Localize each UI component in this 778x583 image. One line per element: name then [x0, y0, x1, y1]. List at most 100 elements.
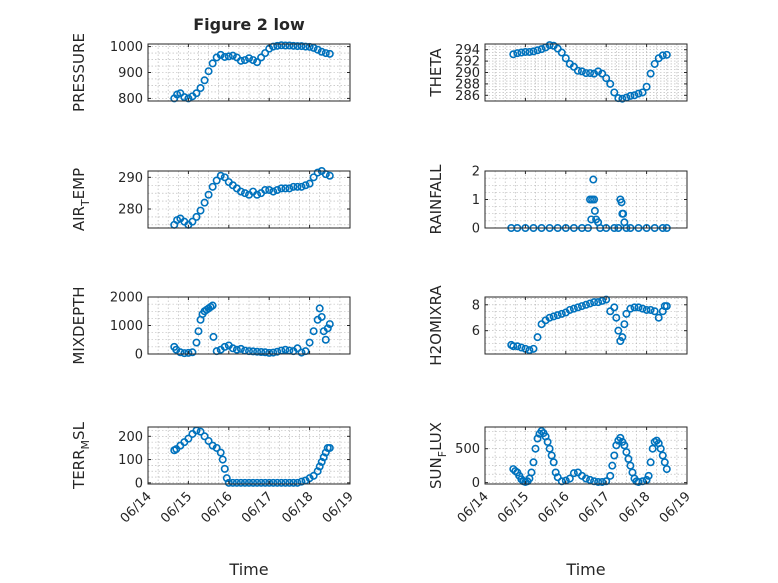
data-point: [590, 69, 599, 78]
data-point: [277, 184, 286, 193]
data-point: [648, 444, 657, 453]
data-point: [293, 182, 302, 191]
data-point: [216, 50, 225, 59]
data-point: [273, 186, 282, 195]
data-point: [553, 44, 562, 53]
data-point: [618, 333, 627, 342]
data-point: [662, 302, 671, 311]
data-point: [273, 478, 282, 487]
data-point: [208, 182, 217, 191]
data-point: [285, 478, 294, 487]
data-point: [200, 198, 209, 207]
data-point: [315, 462, 324, 471]
x-tick-label: 06/14: [455, 489, 492, 526]
data-point: [626, 461, 635, 470]
data-point: [289, 478, 298, 487]
data-point: [285, 184, 294, 193]
data-point: [325, 49, 334, 58]
subplot-8: 0 500 06/14 06/15 06/16 06/17 06/18 06/19 SUNFLU…: [427, 422, 694, 526]
data-point: [232, 478, 241, 487]
data-point: [232, 345, 241, 354]
data-point: [222, 474, 231, 483]
data-point: [610, 451, 619, 460]
data-point: [265, 478, 274, 487]
data-point: [662, 50, 671, 59]
y-tick-label: 1000: [110, 319, 143, 334]
data-point: [650, 307, 659, 316]
data-point: [630, 303, 639, 312]
data-point: [619, 209, 628, 218]
data-point: [317, 312, 326, 321]
data-point: [184, 94, 193, 103]
y-tick-label: 0: [472, 222, 480, 237]
y-tick-label: 200: [118, 430, 143, 445]
data-point: [646, 305, 655, 314]
data-point: [587, 215, 596, 224]
data-point: [521, 47, 530, 56]
data-point: [192, 89, 201, 98]
data-point: [517, 343, 526, 352]
data-point: [620, 441, 629, 450]
y-tick-label: 8: [472, 298, 480, 313]
data-point: [577, 67, 586, 76]
figure-title: Figure 2 low: [193, 15, 305, 34]
data-point: [325, 443, 334, 452]
data-point: [228, 478, 237, 487]
y-tick-label: 2: [472, 165, 480, 180]
data-point: [208, 301, 217, 310]
data-point: [305, 338, 314, 347]
data-point: [228, 344, 237, 353]
data-point: [216, 171, 225, 180]
data-point: [590, 206, 599, 215]
x-axis-label-right: Time: [565, 560, 605, 579]
y-tick-label: 0: [135, 476, 143, 491]
data-point: [529, 458, 538, 467]
x-tick-label: 06/18: [279, 489, 316, 526]
data-point: [236, 56, 245, 65]
data-point: [240, 189, 249, 198]
x-tick-label: 06/14: [118, 489, 155, 526]
y-tick-label: 290: [118, 171, 143, 186]
data-point: [598, 296, 607, 305]
data-point: [553, 311, 562, 320]
data-point: [610, 88, 619, 97]
data-point: [513, 342, 522, 351]
data-point: [642, 82, 651, 91]
data-point: [218, 455, 227, 464]
data-point: [289, 41, 298, 50]
data-point: [612, 313, 621, 322]
data-point: [309, 327, 318, 336]
data-point: [569, 62, 578, 71]
data-point: [616, 433, 625, 442]
data-point: [654, 313, 663, 322]
subplot-5: 0 1000 2000 MIXDEPTH: [70, 286, 351, 365]
y-tick-label: 294: [455, 43, 480, 58]
data-point: [273, 41, 282, 50]
data-point: [313, 168, 322, 177]
data-point: [317, 47, 326, 56]
data-point: [200, 432, 209, 441]
data-point: [590, 298, 599, 307]
y-axis-label: TERRMSL: [70, 421, 92, 490]
data-point: [662, 465, 671, 474]
data-point: [527, 468, 536, 477]
data-point: [297, 182, 306, 191]
x-tick-label: 06/15: [158, 489, 195, 526]
data-point: [261, 348, 270, 357]
data-point: [545, 313, 554, 322]
data-point: [608, 461, 617, 470]
data-point: [220, 173, 229, 182]
data-point: [192, 338, 201, 347]
data-point: [309, 471, 318, 480]
y-tick-label: 0: [472, 476, 480, 491]
data-point: [626, 304, 635, 313]
data-point: [594, 298, 603, 307]
data-point: [577, 302, 586, 311]
data-point: [553, 473, 562, 482]
data-point: [638, 88, 647, 97]
data-point: [525, 346, 534, 355]
data-point: [543, 437, 552, 446]
data-point: [313, 45, 322, 54]
x-tick-label: 06/18: [616, 489, 653, 526]
data-point: [305, 179, 314, 188]
